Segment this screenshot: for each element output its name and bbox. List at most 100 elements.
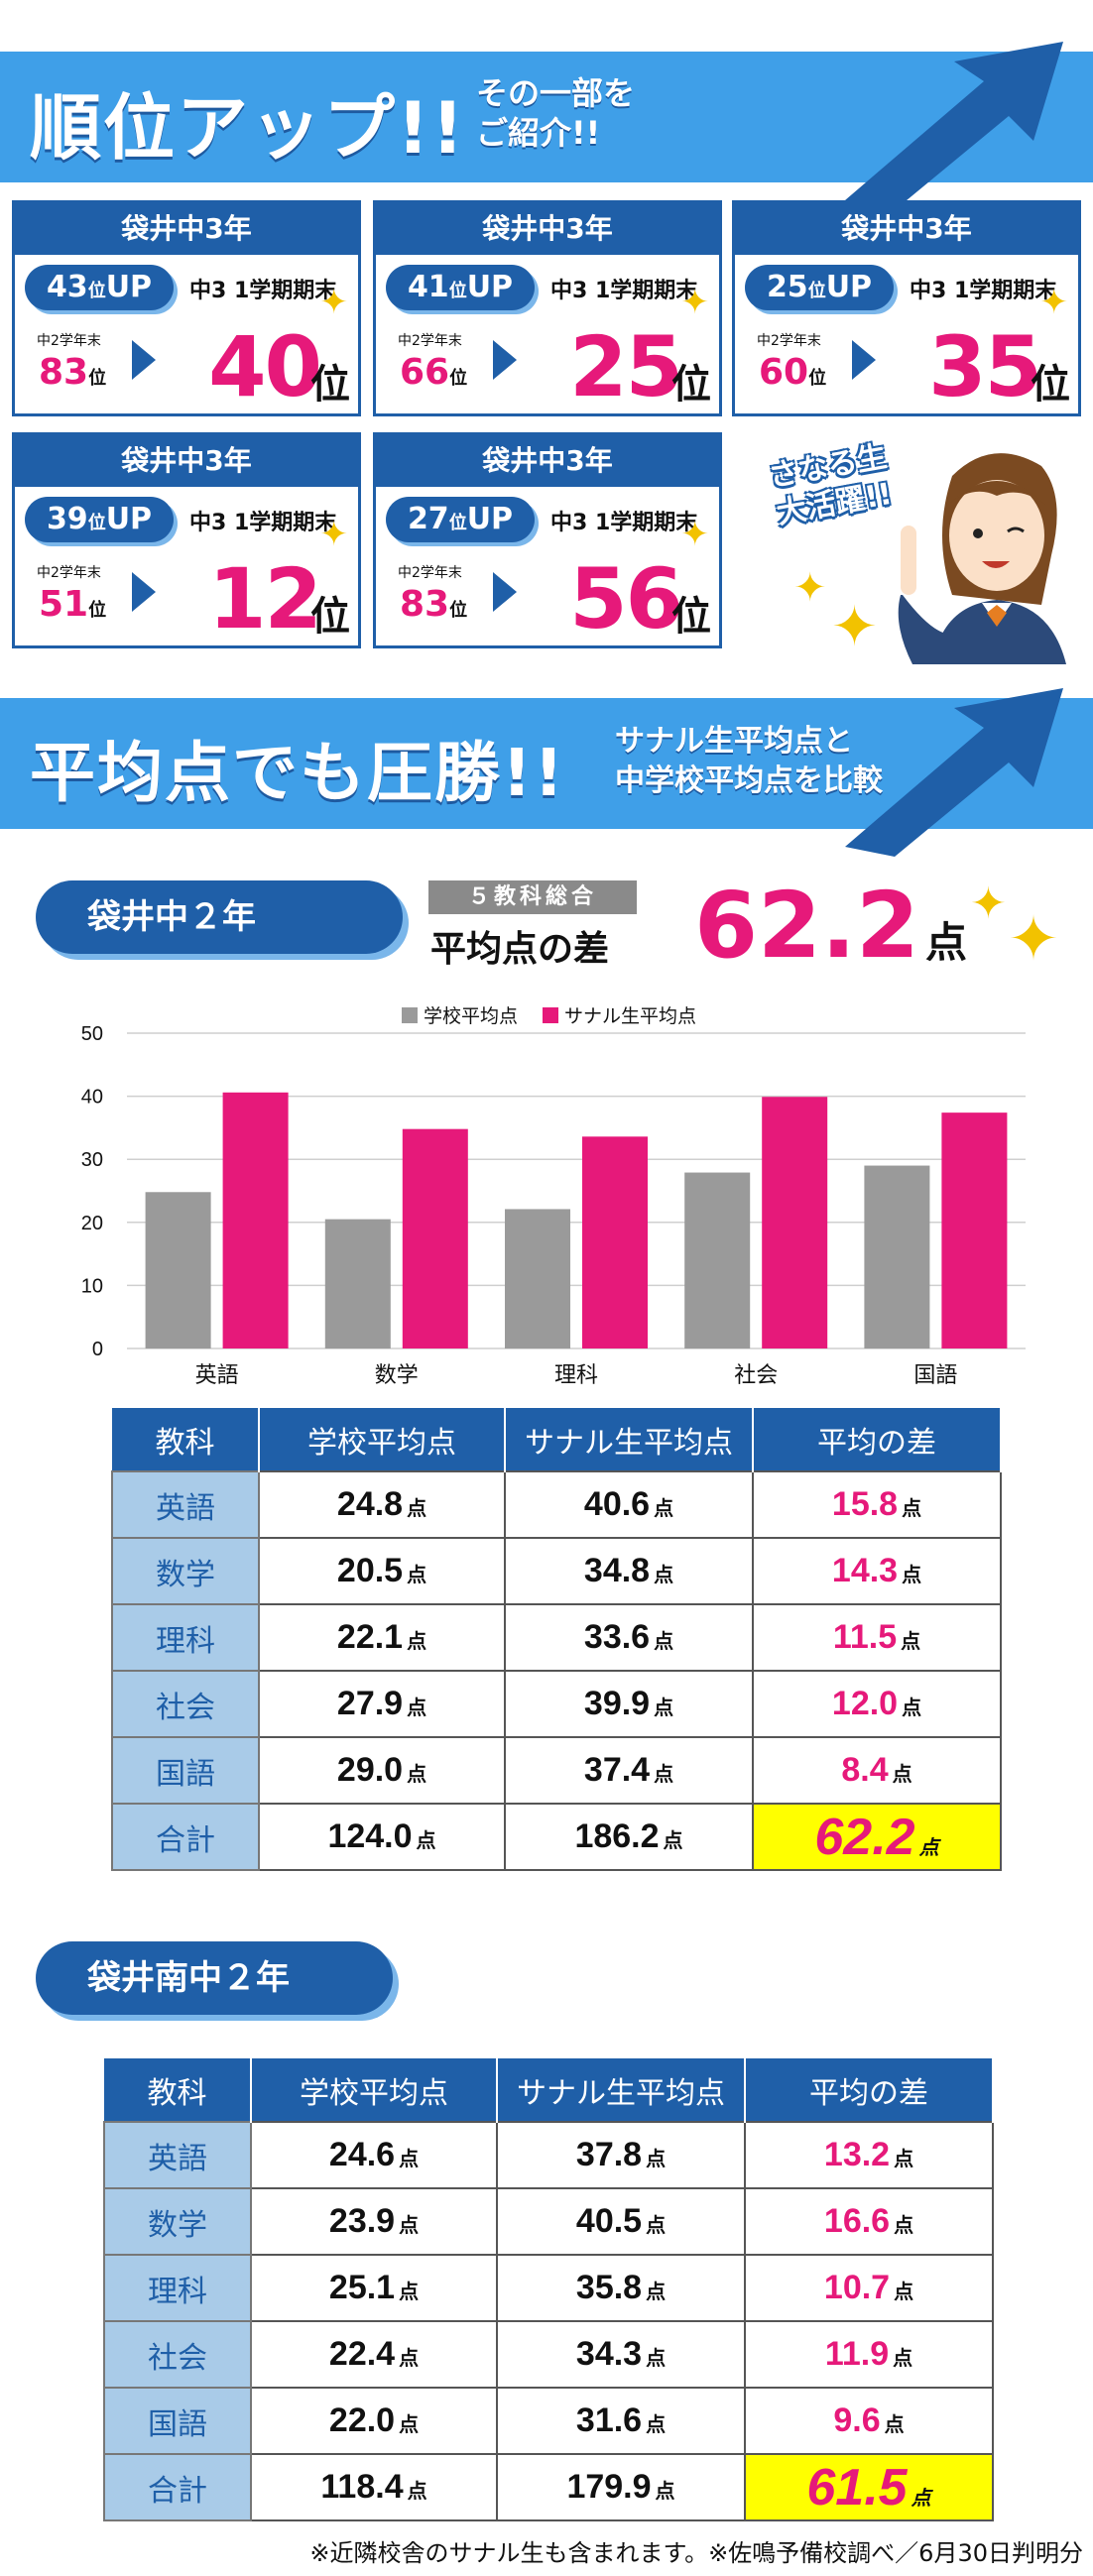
subject-tag: ５教科総合	[428, 880, 637, 914]
prev-rank: 51位	[39, 584, 107, 625]
sparkle-icon: ✦	[1039, 283, 1069, 322]
score-cell: 118.4 点	[250, 2453, 498, 2521]
score-cell: 14.3 点	[752, 1537, 1002, 1605]
rank-card: 袋井中3年 25位UP 中3 1学期期末 ✦ 中2学年末 60位 35 位	[732, 200, 1081, 416]
average-title: 平均点でも圧勝!!	[30, 735, 566, 811]
legend-label: サナル生平均点	[564, 1005, 696, 1027]
arrow-right-icon	[493, 340, 517, 380]
subject-cell: 英語	[103, 2121, 252, 2189]
prev-label: 中2学年末	[37, 333, 101, 349]
card-term: 中3 1学期期末	[550, 511, 698, 535]
arrow-right-icon	[132, 340, 156, 380]
score-cell: 9.6 点	[744, 2387, 994, 2455]
x-tick-label: 国語	[913, 1363, 957, 1388]
subject-cell: 理科	[111, 1603, 260, 1672]
sparkle-icon: ✦	[680, 283, 710, 322]
card-school: 袋井中3年	[15, 203, 358, 255]
legend-label: 学校平均点	[424, 1005, 518, 1027]
current-rank: 40	[208, 318, 322, 415]
score-cell: 61.5 点	[744, 2453, 994, 2521]
table-row: 英語 24.6 点 37.8 点 13.2 点	[103, 2121, 994, 2189]
rank-card: 袋井中3年 41位UP 中3 1学期期末 ✦ 中2学年末 66位 25 位	[373, 200, 722, 416]
card-school: 袋井中3年	[376, 435, 719, 487]
current-rank-unit: 位	[671, 362, 711, 408]
table-row: 合計 124.0 点 186.2 点 62.2 点	[111, 1803, 1002, 1871]
arrow-right-icon	[493, 572, 517, 612]
current-rank: 25	[569, 318, 683, 415]
table-row: 数学 23.9 点 40.5 点 16.6 点	[103, 2187, 994, 2256]
subject-cell: 英語	[111, 1470, 260, 1539]
sparkle-icon: ✦	[793, 565, 827, 611]
y-tick-label: 0	[92, 1339, 103, 1360]
sparkle-icon: ✦	[319, 283, 349, 322]
sparkle-icon: ✦	[680, 515, 710, 554]
score-cell: 24.6 点	[250, 2121, 498, 2189]
score-cell: 11.9 点	[744, 2320, 994, 2389]
x-tick-label: 理科	[554, 1363, 598, 1388]
current-rank-unit: 位	[310, 594, 350, 640]
score-cell: 10.7 点	[744, 2254, 994, 2322]
card-term: 中3 1学期期末	[189, 279, 337, 303]
current-rank: 56	[569, 550, 683, 647]
subject-cell: 数学	[103, 2187, 252, 2256]
rank-up-banner: 順位アップ!! その一部を ご紹介!!	[0, 42, 1093, 210]
table-header: 教科	[112, 1408, 260, 1471]
bar-school	[684, 1172, 751, 1348]
rank-up-pill: 27位UP	[386, 497, 535, 542]
score-cell: 27.9 点	[258, 1670, 506, 1738]
school2-table: 教科 学校平均点 サナル生平均点 平均の差 英語 24.6 点 37.8 点 13.2 点数学 23…	[103, 2058, 994, 2521]
bar-school	[324, 1219, 391, 1348]
footnote: ※近隣校舎のサナル生も含まれます。※佐鳴予備校調べ／6月30日判明分	[309, 2539, 1083, 2567]
legend-swatch	[402, 1007, 418, 1023]
prev-label: 中2学年末	[757, 333, 821, 349]
sparkle-icon: ✦	[319, 515, 349, 554]
y-tick-label: 40	[81, 1087, 103, 1109]
score-cell: 24.8 点	[258, 1470, 506, 1539]
table-row: 理科 22.1 点 33.6 点 11.5 点	[111, 1603, 1002, 1672]
sparkle-icon: ✦	[831, 595, 878, 659]
table-row: 理科 25.1 点 35.8 点 10.7 点	[103, 2254, 994, 2322]
x-tick-label: 英語	[195, 1363, 239, 1388]
table-row: 社会 22.4 点 34.3 点 11.9 点	[103, 2320, 994, 2389]
table-row: 英語 24.8 点 40.6 点 15.8 点	[111, 1470, 1002, 1539]
score-cell: 34.3 点	[496, 2320, 746, 2389]
current-rank-unit: 位	[310, 362, 350, 408]
rank-up-pill: 43位UP	[25, 265, 174, 310]
table-header: サナル生平均点	[505, 1408, 754, 1471]
score-cell: 40.5 点	[496, 2187, 746, 2256]
x-tick-label: 数学	[375, 1363, 419, 1388]
prev-rank: 83位	[39, 352, 107, 393]
score-cell: 29.0 点	[258, 1736, 506, 1805]
score-cell: 12.0 点	[752, 1670, 1002, 1738]
score-cell: 20.5 点	[258, 1537, 506, 1605]
subject-cell: 数学	[111, 1537, 260, 1605]
card-term: 中3 1学期期末	[910, 279, 1057, 303]
table-header: 学校平均点	[259, 1408, 506, 1471]
bar-sanaru	[941, 1112, 1008, 1348]
current-rank-unit: 位	[671, 594, 711, 640]
legend-swatch	[543, 1007, 558, 1023]
diff-value: 62.2 点	[694, 873, 968, 979]
table-header: 平均の差	[745, 2058, 994, 2122]
current-rank-unit: 位	[1031, 362, 1070, 408]
rank-up-subtitle: その一部を ご紹介!!	[476, 74, 636, 152]
rank-card: 袋井中3年 39位UP 中3 1学期期末 ✦ 中2学年末 51位 12 位	[12, 432, 361, 648]
score-cell: 13.2 点	[744, 2121, 994, 2189]
score-cell: 124.0 点	[258, 1803, 506, 1871]
score-cell: 15.8 点	[752, 1470, 1002, 1539]
current-rank: 35	[928, 318, 1042, 415]
x-tick-label: 社会	[734, 1363, 778, 1388]
bar-sanaru	[582, 1136, 648, 1348]
table-header: 平均の差	[753, 1408, 1002, 1471]
card-school: 袋井中3年	[376, 203, 719, 255]
table-row: 国語 29.0 点 37.4 点 8.4 点	[111, 1736, 1002, 1805]
card-term: 中3 1学期期末	[550, 279, 698, 303]
arrow-right-icon	[132, 572, 156, 612]
school1-header: 袋井中２年	[36, 880, 403, 954]
arrow-right-icon	[852, 340, 876, 380]
rank-card: 袋井中3年 43位UP 中3 1学期期末 ✦ 中2学年末 83位 40 位	[12, 200, 361, 416]
school1-table: 教科 学校平均点 サナル生平均点 平均の差 英語 24.8 点 40.6 点 15.8 点数学 20…	[111, 1408, 1002, 1871]
score-cell: 22.1 点	[258, 1603, 506, 1672]
sparkle-icon: ✦	[970, 878, 1007, 929]
prev-label: 中2学年末	[37, 565, 101, 581]
